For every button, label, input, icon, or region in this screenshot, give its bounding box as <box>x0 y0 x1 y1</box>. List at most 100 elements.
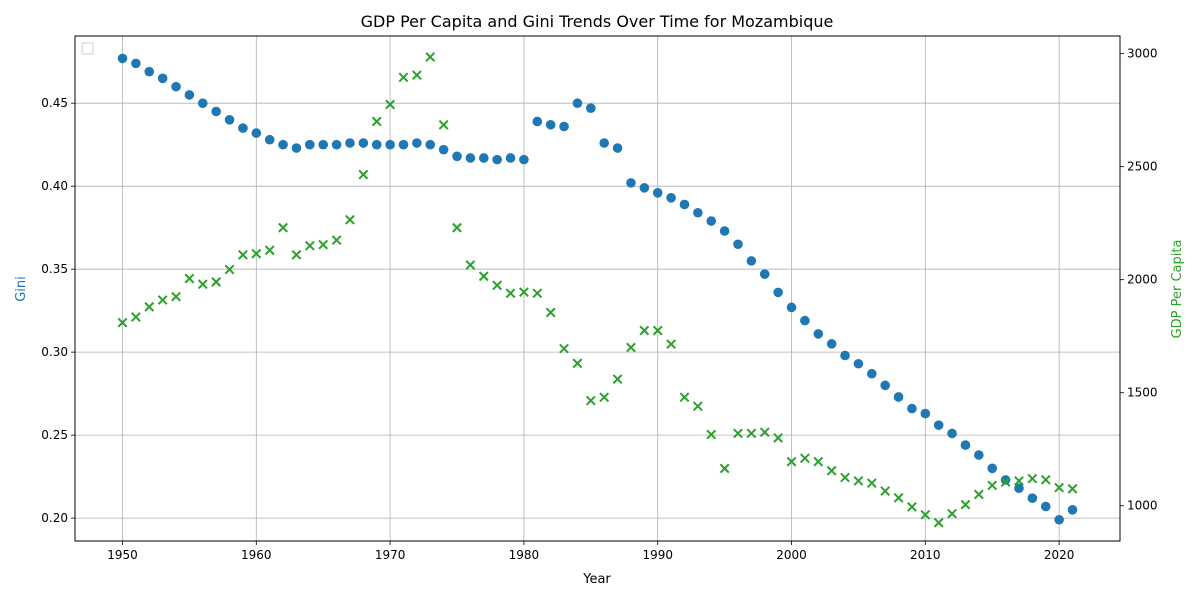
gini-point <box>572 98 583 109</box>
gdp-point <box>304 240 315 251</box>
gini-point <box>907 403 917 414</box>
gini-point <box>974 450 984 460</box>
gdp-point <box>171 291 181 302</box>
gdp-point <box>987 480 998 491</box>
gini-point <box>826 339 837 349</box>
gini-point <box>746 256 757 266</box>
gdp-point <box>599 392 610 403</box>
gdp-point <box>519 287 529 298</box>
gdp-point <box>1067 483 1078 494</box>
gdp-point <box>799 453 810 464</box>
gini-point <box>238 123 248 133</box>
gdp-point <box>639 325 650 336</box>
gini-point <box>599 138 609 148</box>
x-tick-label: 1960 <box>241 548 272 562</box>
gini-point <box>626 178 636 188</box>
gini-point <box>412 138 422 148</box>
gini-point <box>131 58 141 69</box>
gini-point <box>1054 514 1064 525</box>
legend-box <box>81 42 94 55</box>
gini-point <box>345 138 355 148</box>
gini-point <box>947 428 957 439</box>
gini-point <box>800 315 810 326</box>
gdp-point <box>612 374 623 385</box>
gdp-point <box>679 392 690 403</box>
gdp-point <box>813 456 824 467</box>
gini-point <box>157 73 168 84</box>
gdp-point <box>1014 475 1024 486</box>
gdp-point <box>452 222 462 233</box>
gdp-point <box>478 271 489 282</box>
x-tick-label: 2000 <box>776 548 807 562</box>
gdp-point <box>585 395 596 406</box>
gdp-point <box>411 70 422 81</box>
gini-point <box>452 151 462 162</box>
gini-point <box>251 128 262 138</box>
gini-point <box>853 358 864 369</box>
gini-point <box>933 420 944 430</box>
gdp-point <box>492 280 503 291</box>
gini-point <box>465 153 476 163</box>
gini-point <box>1067 505 1078 515</box>
gini-point <box>532 116 543 127</box>
gdp-point <box>893 492 904 503</box>
x-tick-label: 1970 <box>375 548 406 562</box>
gini-point <box>1027 493 1038 503</box>
y-tick-label-right: 3000 <box>1127 47 1158 61</box>
gini-point <box>331 139 342 150</box>
gdp-point <box>358 169 369 180</box>
gini-point <box>866 368 877 379</box>
gdp-point <box>572 358 583 369</box>
gini-point <box>398 139 409 150</box>
gdp-point <box>211 277 222 287</box>
gini-point <box>492 154 502 165</box>
gdp-point <box>933 517 944 528</box>
gdp-point <box>920 509 931 520</box>
y-axis-label-right: GDP Per Capita <box>1170 240 1185 339</box>
plot-series <box>117 52 1078 528</box>
gdp-point <box>425 52 436 62</box>
gini-point <box>117 53 128 64</box>
gdp-point <box>224 264 235 275</box>
gini-point <box>773 287 783 298</box>
gini-point <box>184 90 195 100</box>
gdp-point <box>251 248 262 259</box>
gdp-point <box>264 245 275 256</box>
gdp-point <box>692 401 703 412</box>
axis-ticks: 1950 1960 1970 1980 1990 2000 2010 2020 0.20 0.25… <box>41 47 1157 562</box>
gdp-point <box>371 116 382 127</box>
gdp-point <box>1040 474 1051 485</box>
gdp-point <box>706 429 717 440</box>
gdp-point <box>559 343 569 354</box>
gdp-point <box>385 99 396 110</box>
gini-point <box>211 106 221 117</box>
gini-point <box>144 66 155 77</box>
chart-title: GDP Per Capita and Gini Trends Over Time… <box>361 12 834 31</box>
gdp-point <box>880 486 891 496</box>
gini-point <box>371 139 382 150</box>
y-tick-label-right: 2500 <box>1127 160 1158 174</box>
gdp-point <box>532 288 543 299</box>
gini-point <box>278 139 288 150</box>
gdp-point <box>786 456 797 467</box>
gdp-point <box>840 472 850 483</box>
gini-point <box>1014 483 1024 494</box>
gini-point <box>171 81 181 92</box>
gini-point <box>224 115 235 125</box>
gdp-point <box>545 307 556 318</box>
gdp-point <box>238 249 248 260</box>
gini-point <box>987 463 998 474</box>
x-tick-label: 2020 <box>1044 548 1075 562</box>
axes-frame <box>74 35 1121 542</box>
gdp-point <box>465 260 476 270</box>
gdp-point <box>505 288 516 299</box>
gdp-point <box>666 339 676 350</box>
gini-point <box>920 408 931 419</box>
gini-point <box>1040 501 1051 512</box>
gdp-point <box>652 325 663 336</box>
x-tick-label: 1980 <box>509 548 540 562</box>
gdp-point <box>973 489 984 500</box>
gdp-point <box>907 501 917 512</box>
gini-point <box>1000 475 1011 485</box>
